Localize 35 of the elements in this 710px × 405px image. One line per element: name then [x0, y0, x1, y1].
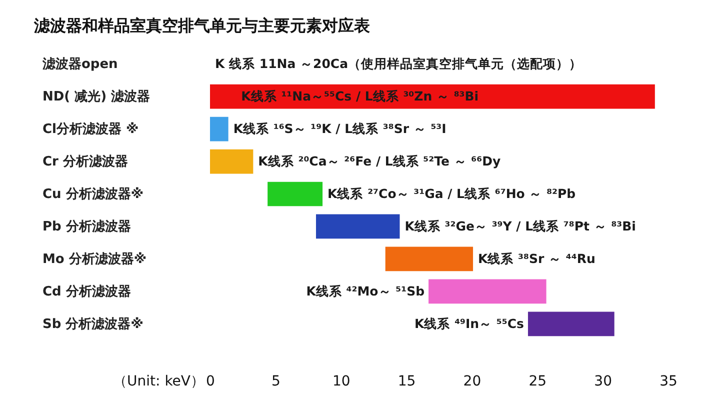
bar: [210, 116, 228, 142]
bar: [428, 279, 546, 304]
annotation: K线系 ⁴²Mo～ ⁵¹Sb: [306, 283, 425, 298]
y-tick-label: 滤波器open: [42, 57, 118, 72]
x-tick-label: 15: [398, 374, 416, 390]
annotation: K线系 ¹¹Na～⁵⁵Cs / L线系 ³⁰Zn ～ ⁸³Bi: [241, 88, 479, 104]
annotation: K线系 ³²Ge～ ³⁹Y / L线系 ⁷⁸Pt ～ ⁸³Bi: [404, 218, 636, 234]
bar: [268, 182, 323, 206]
bar: [385, 246, 474, 272]
x-tick-label: 20: [463, 374, 482, 390]
y-tick-label: Cu 分析滤波器※: [42, 187, 144, 202]
annotation: K线系 ³⁸Sr ～ ⁴⁴Ru: [478, 250, 596, 266]
x-tick-label: 0: [206, 374, 215, 390]
chart-title: 滤波器和样品室真空排气单元与主要元素对应表: [33, 16, 371, 35]
y-tick-label: Pb 分析滤波器: [42, 219, 131, 234]
x-tick-label: 10: [332, 374, 350, 390]
y-tick-label: Cl分析滤波器 ※: [42, 122, 139, 138]
x-tick-label: 5: [271, 374, 280, 390]
y-tick-label: ND( 减光) 滤波器: [42, 90, 150, 105]
x-axis-title: （Unit: keV）: [113, 374, 204, 390]
y-tick-label: Sb 分析滤波器※: [42, 316, 144, 332]
annotation: K线系 ²⁷Co～ ³¹Ga / L线系 ⁶⁷Ho ～ ⁸²Pb: [328, 186, 576, 201]
y-tick-label: Cd 分析滤波器: [42, 284, 131, 300]
bar: [210, 149, 254, 174]
bar: [316, 214, 400, 239]
y-tick-label: Cr 分析滤波器: [42, 154, 128, 170]
annotation: K线系 ¹⁶S～ ¹⁹K / L线系 ³⁸Sr ～ ⁵³I: [233, 121, 446, 136]
y-tick-label: Mo 分析滤波器※: [42, 252, 147, 267]
annotation: K 线系 11Na ～20Ca（使用样品室真空排气单元（选配项））: [215, 56, 582, 72]
annotation: K线系 ²⁰Ca～ ²⁶Fe / L线系 ⁵²Te ～ ⁶⁶Dy: [258, 154, 501, 169]
x-tick-label: 30: [594, 374, 612, 390]
annotation: K线系 ⁴⁹In～ ⁵⁵Cs: [414, 316, 524, 331]
bar: [528, 312, 614, 336]
x-tick-label: 25: [528, 374, 547, 390]
x-tick-label: 35: [660, 374, 678, 390]
